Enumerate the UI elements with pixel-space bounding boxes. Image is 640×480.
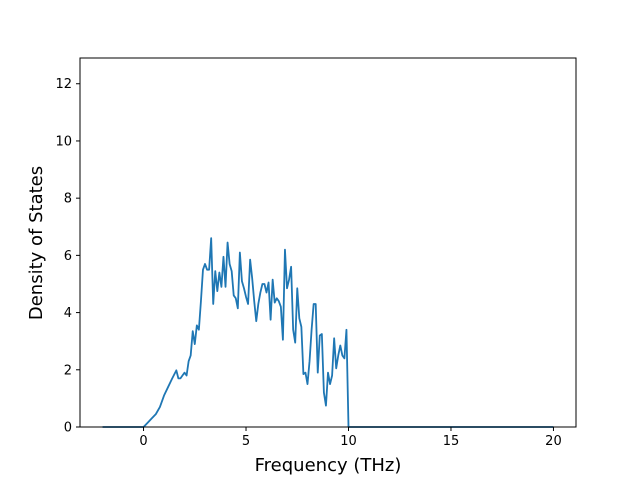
x-axis-title: Frequency (THz) xyxy=(255,455,402,476)
y-tick-label: 12 xyxy=(55,77,72,92)
y-tick-label: 2 xyxy=(64,363,72,378)
x-tick-label: 15 xyxy=(443,434,460,449)
y-tick-label: 8 xyxy=(64,192,72,207)
plot-area xyxy=(79,57,577,428)
y-tick-label: 10 xyxy=(55,134,72,149)
x-tick-label: 0 xyxy=(139,434,147,449)
x-tick-label: 20 xyxy=(545,434,562,449)
y-axis-title: Density of States xyxy=(26,166,47,320)
y-tick-label: 4 xyxy=(64,306,72,321)
x-axis-ticks: 0 5 10 15 20 xyxy=(139,427,562,449)
y-axis-ticks: 0 2 4 6 8 10 12 xyxy=(55,77,80,436)
axes-frame xyxy=(79,57,577,428)
y-tick-label: 6 xyxy=(64,249,72,264)
x-tick-label: 10 xyxy=(340,434,357,449)
x-tick-label: 5 xyxy=(242,434,250,449)
y-tick-label: 0 xyxy=(64,421,72,436)
